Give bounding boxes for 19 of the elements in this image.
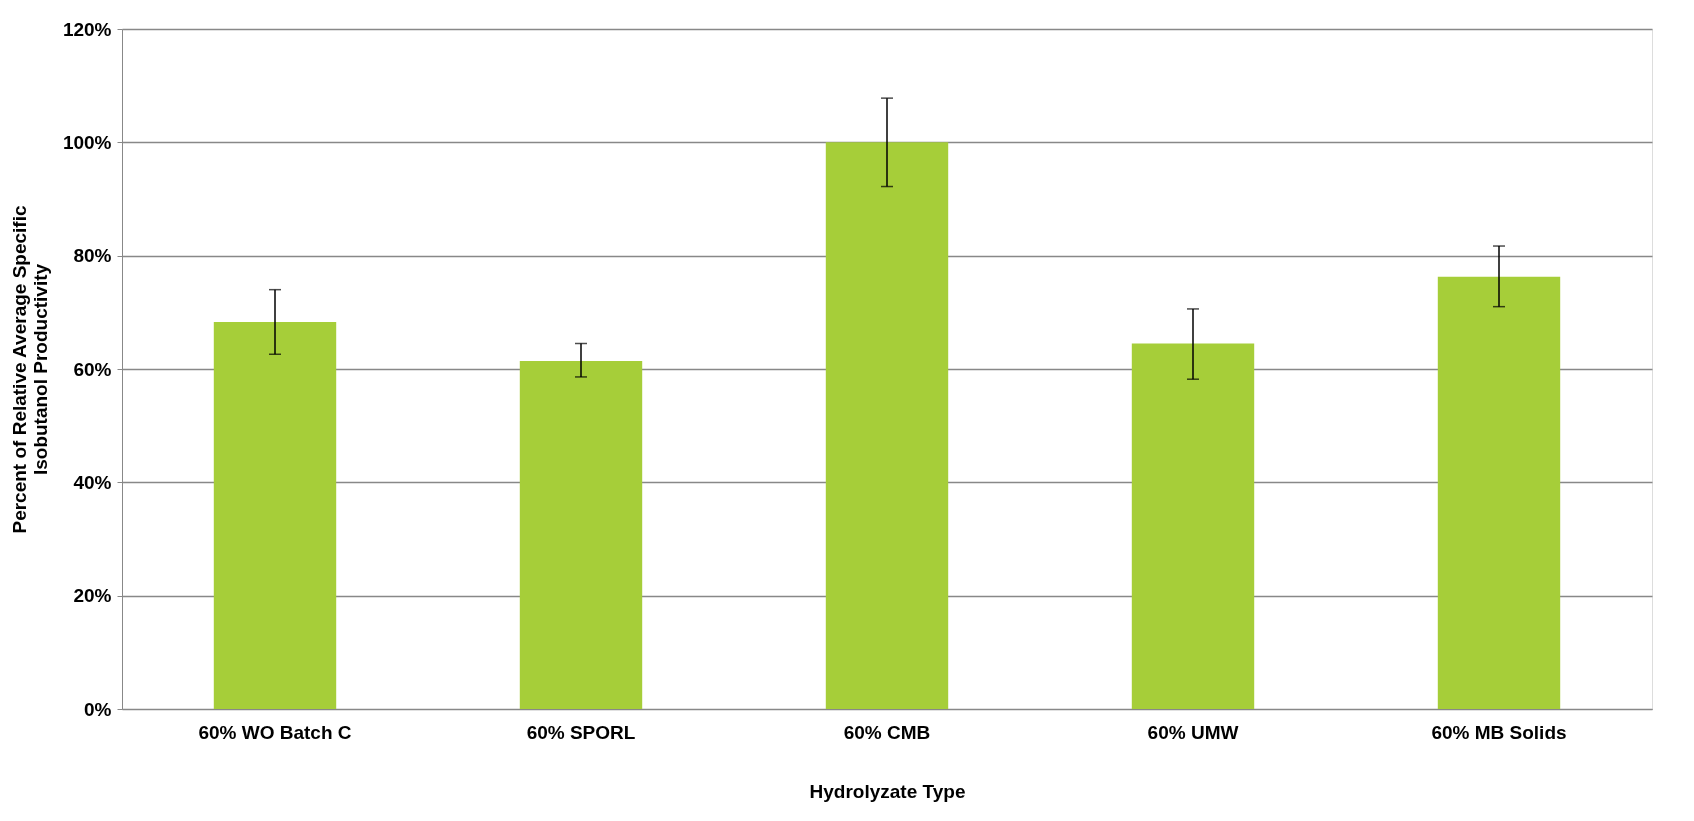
y-tick-label: 0% [84, 698, 112, 720]
y-tick-label: 40% [73, 471, 112, 493]
x-tick-label: 60% MB Solids [1431, 721, 1567, 743]
y-axis-title: Percent of Relative Average Specific Isobutanol Productivity [8, 205, 51, 534]
y-tick-label: 120% [62, 18, 112, 40]
x-axis-title: Hydrolyzate Type [809, 780, 966, 802]
x-tick-label: 60% WO Batch C [198, 721, 352, 743]
x-tick-label: 60% UMW [1147, 721, 1239, 743]
bar [1437, 276, 1561, 709]
y-tick-label: 80% [73, 245, 112, 267]
bar [1131, 343, 1255, 709]
y-tick-label: 20% [73, 585, 112, 607]
x-tick-label: 60% SPORL [526, 721, 636, 743]
bar [825, 142, 949, 709]
x-tick-label: 60% CMB [843, 721, 931, 743]
bar [519, 361, 643, 709]
y-tick-label: 100% [62, 131, 112, 153]
y-tick-label: 60% [73, 358, 112, 380]
bar [213, 321, 337, 709]
